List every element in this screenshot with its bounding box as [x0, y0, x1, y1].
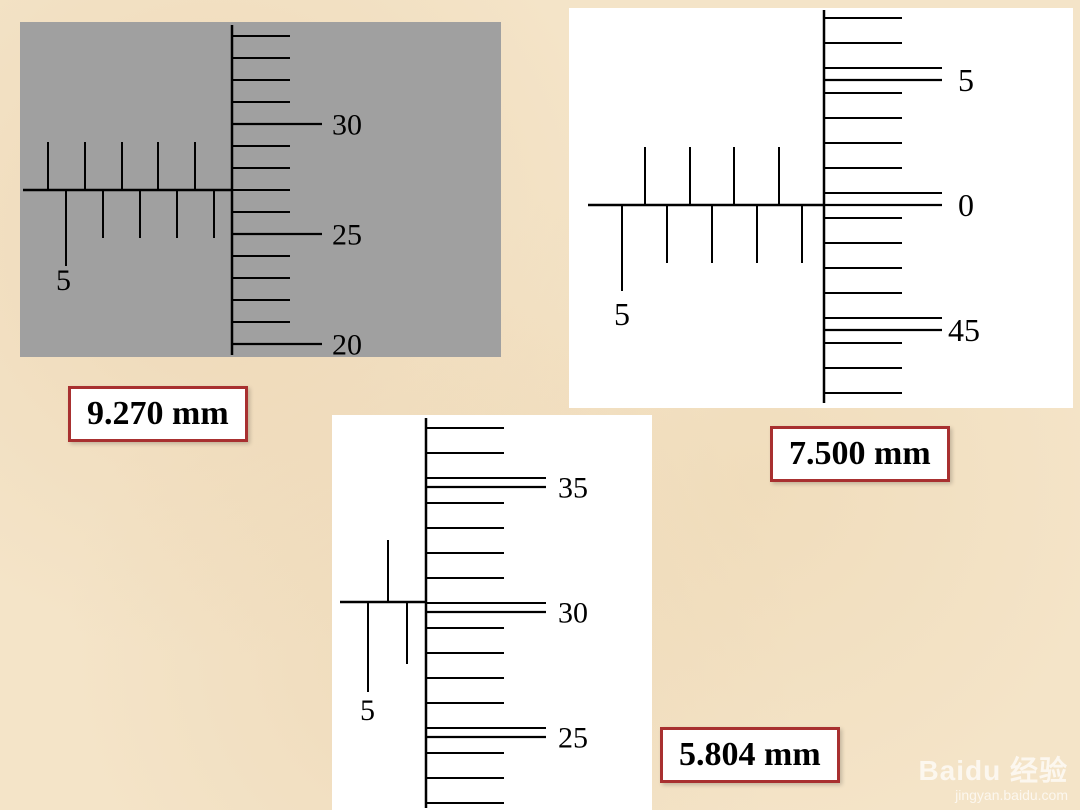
svg-text:30: 30 — [332, 109, 362, 142]
svg-text:25: 25 — [558, 722, 588, 755]
watermark: Baidu 经验 jingyan.baidu.com — [918, 754, 1068, 804]
answer-3: 5.804 mm — [660, 727, 840, 783]
svg-text:0: 0 — [958, 187, 974, 223]
svg-text:25: 25 — [332, 219, 362, 252]
svg-text:5: 5 — [56, 264, 71, 297]
svg-text:45: 45 — [948, 312, 980, 348]
svg-text:5: 5 — [360, 694, 375, 727]
svg-text:35: 35 — [558, 472, 588, 505]
svg-text:5: 5 — [614, 296, 630, 332]
svg-text:5: 5 — [958, 62, 974, 98]
watermark-logo: Baidu 经验 — [918, 755, 1068, 786]
svg-text:30: 30 — [558, 597, 588, 630]
answer-2: 7.500 mm — [770, 426, 950, 482]
answer-1: 9.270 mm — [68, 386, 248, 442]
watermark-url: jingyan.baidu.com — [955, 787, 1068, 803]
svg-text:20: 20 — [332, 329, 362, 362]
